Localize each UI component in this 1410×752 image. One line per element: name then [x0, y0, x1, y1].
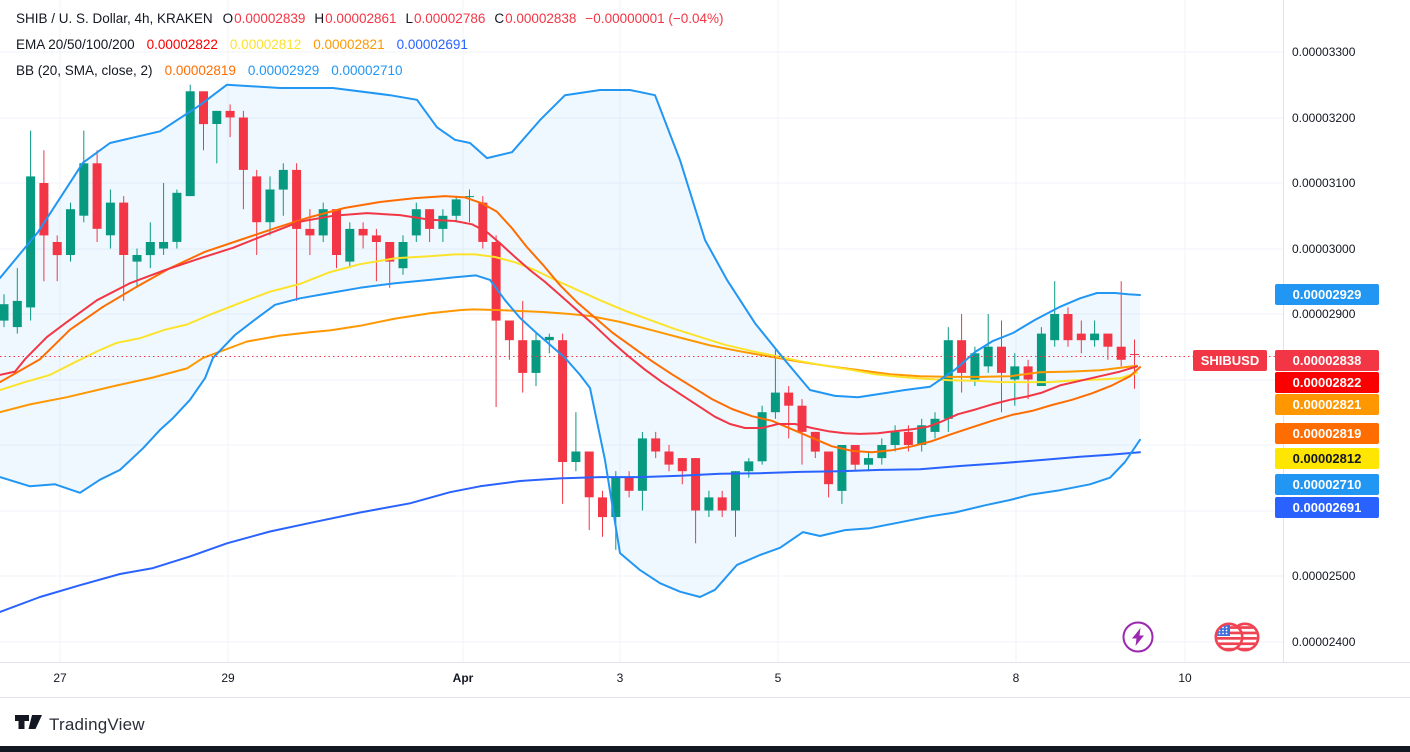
symbol-title: SHIB / U. S. Dollar, 4h, KRAKEN — [16, 11, 213, 26]
price-badge: 0.00002929 — [1275, 284, 1379, 305]
price-badge: 0.00002822 — [1275, 372, 1379, 393]
ema200-value: 0.00002691 — [396, 37, 468, 52]
price-tick-label: 0.00002900 — [1292, 307, 1356, 321]
time-tick-label: 10 — [1178, 671, 1192, 685]
bottom-accent-bar — [0, 746, 1410, 752]
footer: TradingView — [15, 712, 145, 738]
price-badge: 0.00002819 — [1275, 423, 1379, 444]
ohlc-low: L0.00002786 — [405, 11, 486, 26]
price-tick-label: 0.00002500 — [1292, 569, 1356, 583]
ohlc-high: H0.00002861 — [314, 11, 397, 26]
time-tick-label: 5 — [774, 671, 782, 685]
bb-basis-value: 0.00002819 — [164, 63, 236, 78]
lightning-event-icon[interactable] — [1115, 620, 1161, 654]
bb-indicator-label: BB (20, SMA, close, 2) — [16, 63, 153, 78]
price-tick-label: 0.00002400 — [1292, 635, 1356, 649]
price-badge: 0.00002812 — [1275, 448, 1379, 469]
tradingview-logo-icon[interactable] — [15, 715, 43, 735]
legend: SHIB / U. S. Dollar, 4h, KRAKEN O0.000028… — [16, 6, 724, 84]
price-badge: 0.00002691 — [1275, 497, 1379, 518]
price-tick-label: 0.00003200 — [1292, 111, 1356, 125]
ohlc-open: O0.00002839 — [222, 11, 306, 26]
time-tick-label: 8 — [1012, 671, 1020, 685]
price-axis[interactable]: 0.00003300 0.00003200 0.00003100 0.00003000… — [1275, 0, 1410, 662]
bb-upper-value: 0.00002929 — [247, 63, 320, 78]
us-flag-event-icon[interactable] — [1206, 620, 1260, 654]
time-tick-label: 29 — [221, 671, 235, 685]
ema20-value: 0.00002822 — [146, 37, 218, 52]
legend-symbol-row[interactable]: SHIB / U. S. Dollar, 4h, KRAKEN O0.000028… — [16, 6, 724, 32]
price-tick-label: 0.00003000 — [1292, 242, 1356, 256]
ema-indicator-label: EMA 20/50/100/200 — [16, 37, 135, 52]
ema50-value: 0.00002812 — [229, 37, 302, 52]
bb-lower-value: 0.00002710 — [331, 63, 403, 78]
price-badge: 0.00002838 — [1275, 350, 1379, 371]
ohlc-close: C0.00002838 — [494, 11, 577, 26]
price-badge: 0.00002710 — [1275, 474, 1379, 495]
price-tick-label: 0.00003300 — [1292, 45, 1356, 59]
time-tick-label: 27 — [53, 671, 67, 685]
price-tick-label: 0.00003100 — [1292, 176, 1356, 190]
legend-ema-row[interactable]: EMA 20/50/100/200 0.00002822 0.00002812 0.0… — [16, 32, 724, 58]
time-tick-label: 3 — [616, 671, 624, 685]
time-tick-label: Apr — [452, 671, 474, 685]
current-price-symbol-label: SHIBUSD — [1193, 350, 1267, 371]
legend-bb-row[interactable]: BB (20, SMA, close, 2) 0.00002819 0.000029… — [16, 58, 724, 84]
ema100-value: 0.00002821 — [313, 37, 385, 52]
tradingview-brand-text[interactable]: TradingView — [49, 715, 145, 734]
change-value: −0.00000001 (−0.04%) — [585, 11, 724, 26]
time-axis[interactable]: 27 29 Apr 3 5 8 10 — [0, 663, 1410, 697]
price-badge: 0.00002821 — [1275, 394, 1379, 415]
